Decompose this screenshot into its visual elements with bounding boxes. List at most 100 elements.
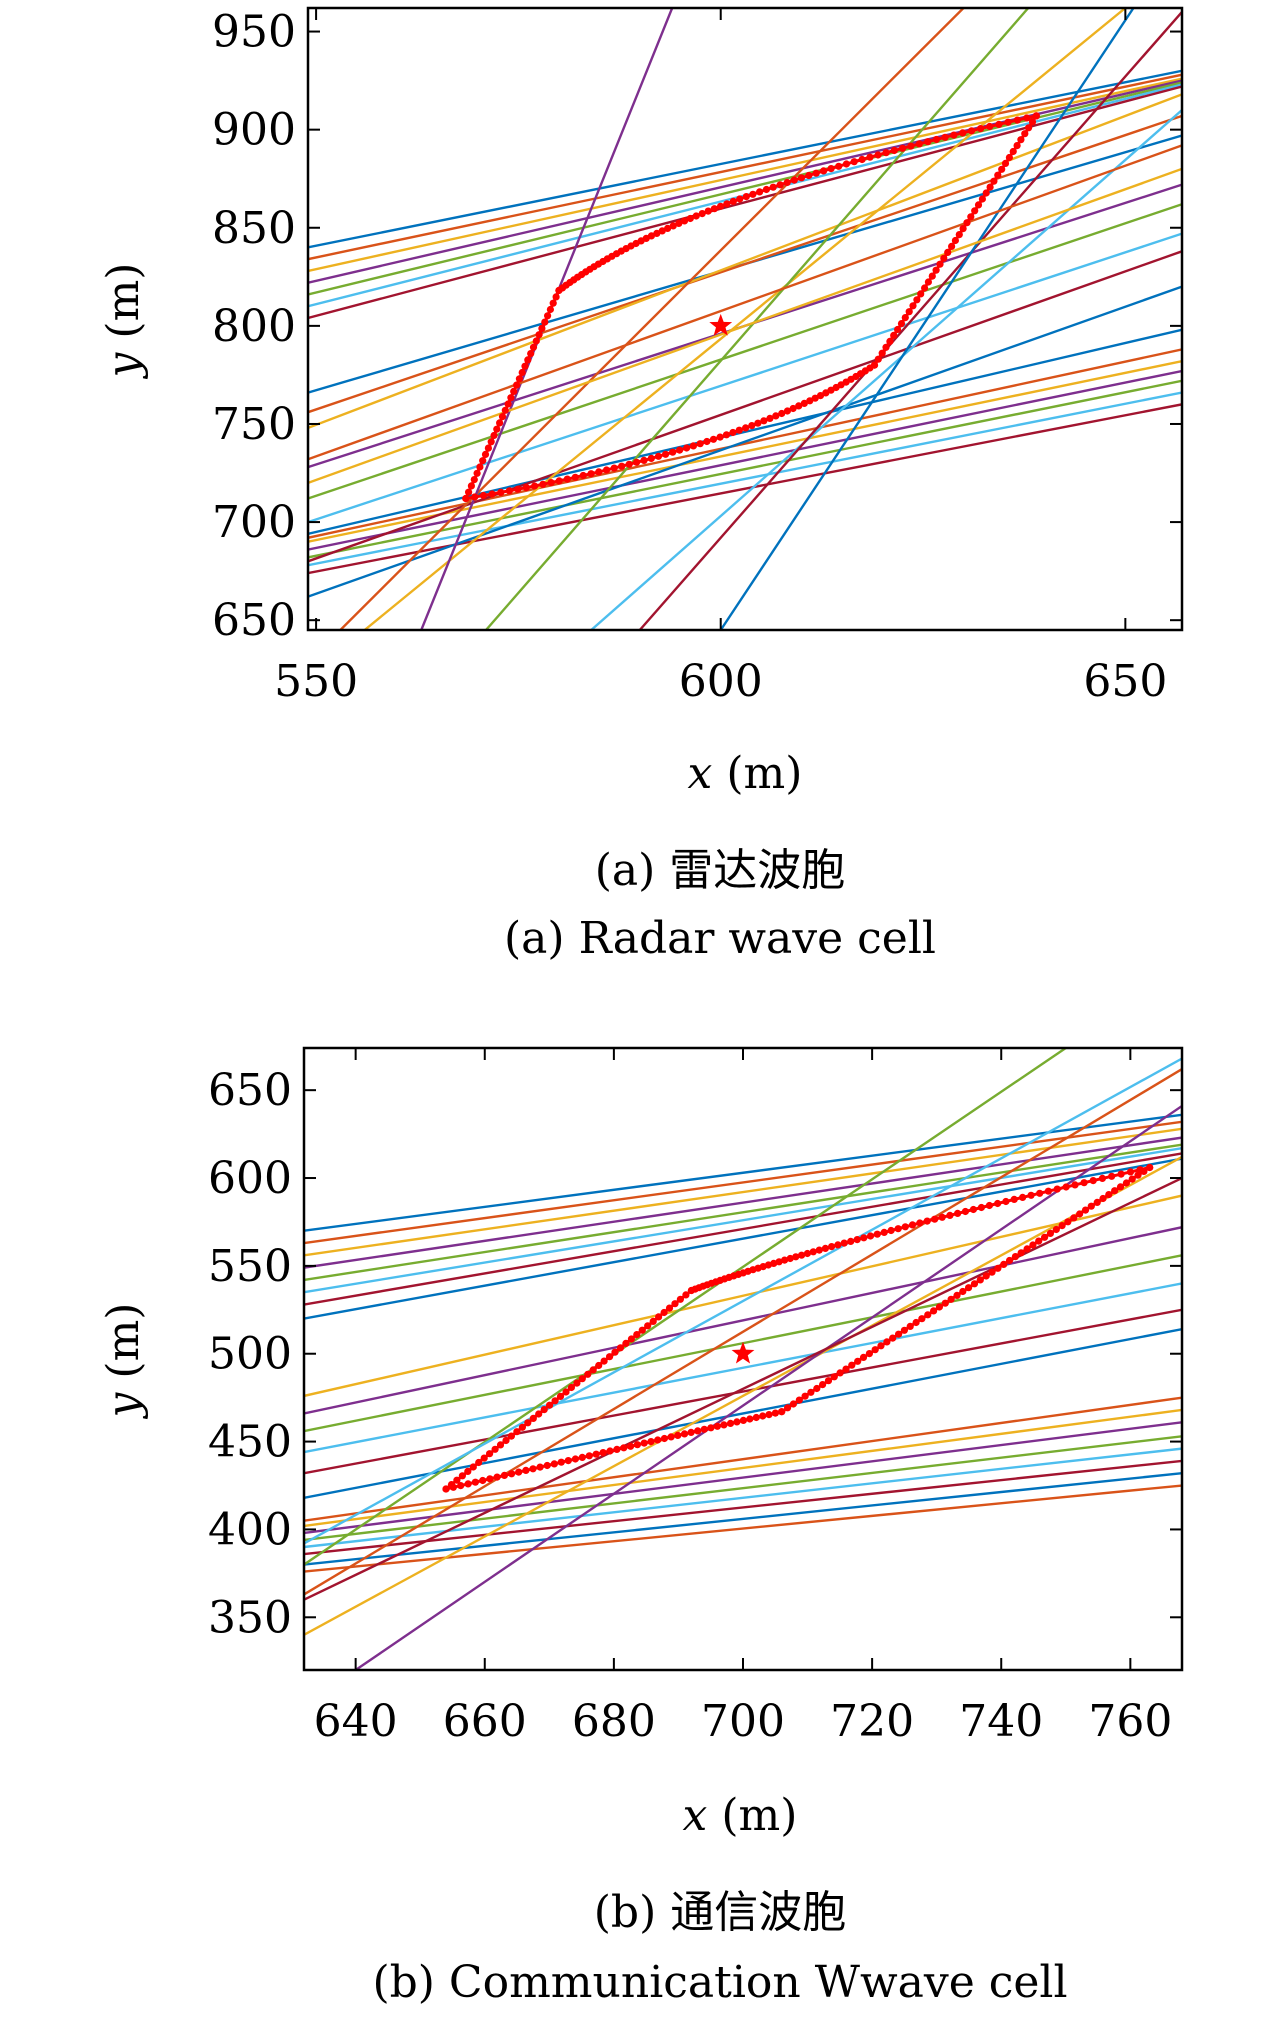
boundary-point [567, 1383, 576, 1392]
boundary-point [1017, 1249, 1025, 1257]
boundary-point [848, 1361, 856, 1369]
boundary-point [510, 387, 518, 395]
boundary-point [700, 1425, 708, 1433]
boundary-point [819, 1381, 827, 1389]
boundary-point [665, 1304, 674, 1312]
boundary-point [442, 1485, 450, 1493]
boundary-point [1044, 1187, 1052, 1195]
boundary-point [689, 442, 698, 450]
boundary-point [508, 1470, 516, 1478]
boundary-point [912, 1318, 920, 1327]
boundary-point [874, 355, 882, 363]
boundary-point [1076, 1210, 1084, 1218]
series-line [339, 8, 965, 630]
boundary-point [950, 131, 958, 139]
x-tick-label: 640 [314, 1696, 398, 1747]
boundary-point [752, 1413, 760, 1422]
boundary-point [941, 1299, 949, 1307]
boundary-point [647, 1438, 655, 1446]
center-star [731, 1341, 755, 1364]
boundary-point [986, 183, 994, 191]
x-tick-label: 680 [572, 1696, 656, 1747]
boundary-point [521, 362, 529, 370]
series-line [308, 379, 1182, 559]
series-line [304, 1327, 1182, 1499]
series-line [308, 328, 1182, 536]
y-tick-label: 700 [212, 497, 296, 548]
boundary-point [766, 414, 774, 422]
boundary-point [633, 1441, 642, 1449]
boundary-point [1122, 1179, 1130, 1187]
boundary-point [805, 171, 813, 180]
boundary-point [739, 1416, 748, 1424]
boundary-point [1089, 1177, 1097, 1185]
boundary-point [877, 1342, 885, 1350]
boundary-point [543, 1461, 551, 1470]
boundary-point [562, 1388, 570, 1396]
boundary-point [606, 1447, 614, 1455]
series-line [363, 8, 1127, 630]
x-ticks: 640 660 680 700 720 740 760 [314, 1048, 1172, 1747]
boundary-point [894, 325, 902, 334]
series-line [308, 81, 1182, 296]
boundary-point [842, 1365, 850, 1373]
boundary-point [858, 155, 866, 164]
boundary-point [529, 1465, 537, 1473]
boundary-point [547, 479, 555, 487]
center-star [709, 313, 733, 336]
series-line [304, 1194, 1182, 1398]
boundary-point [807, 1388, 815, 1396]
boundary-point [850, 158, 858, 166]
boundary-point [464, 1467, 472, 1475]
boundary-point [812, 169, 820, 177]
boundary-point [1023, 1245, 1031, 1253]
boundary-point [625, 460, 633, 468]
boundary-point [595, 468, 603, 476]
boundary-point [970, 1280, 979, 1288]
boundary-point [729, 197, 737, 205]
cell-boundary [442, 1163, 1154, 1493]
boundary-point [994, 171, 1002, 179]
boundary-point [1105, 1191, 1113, 1199]
boundary-point [579, 471, 587, 480]
boundary-point [1062, 1183, 1070, 1191]
boundary-point [686, 214, 694, 223]
boundary-point [1052, 1225, 1060, 1234]
boundary-point [563, 475, 571, 483]
boundary-point [824, 1377, 833, 1385]
boundary-point [1023, 114, 1031, 122]
boundary-point [1035, 1237, 1043, 1245]
boundary-point [501, 406, 509, 414]
boundary-point [1053, 1185, 1061, 1193]
boundary-point [742, 193, 750, 201]
boundary-point [486, 1475, 494, 1483]
y-tick-label: 900 [212, 105, 296, 156]
boundary-point [662, 450, 670, 458]
boundary-point [578, 1453, 586, 1461]
y-tick-label: 950 [212, 7, 296, 58]
boundary-point [531, 482, 539, 490]
boundary-point [873, 1230, 881, 1238]
boundary-point [676, 1295, 685, 1303]
boundary-point [977, 125, 985, 133]
series-line [304, 1113, 1182, 1232]
series-lines [308, 8, 1182, 630]
series-line [308, 360, 1182, 543]
boundary-point [1021, 130, 1029, 138]
boundary-point [524, 356, 532, 364]
boundary-point [746, 1415, 754, 1423]
boundary-point [647, 454, 655, 462]
boundary-point [600, 1357, 608, 1365]
boundary-point [890, 331, 898, 339]
boundary-point [894, 1225, 902, 1233]
boundary-point [669, 222, 677, 230]
boundary-point [704, 207, 712, 215]
boundary-point [550, 1460, 558, 1468]
boundary-point [762, 185, 771, 194]
boundary-point [809, 1248, 817, 1256]
boundary-point [716, 433, 724, 441]
boundary-point [924, 1311, 932, 1319]
boundary-point [968, 127, 976, 135]
series-line [308, 114, 1182, 414]
